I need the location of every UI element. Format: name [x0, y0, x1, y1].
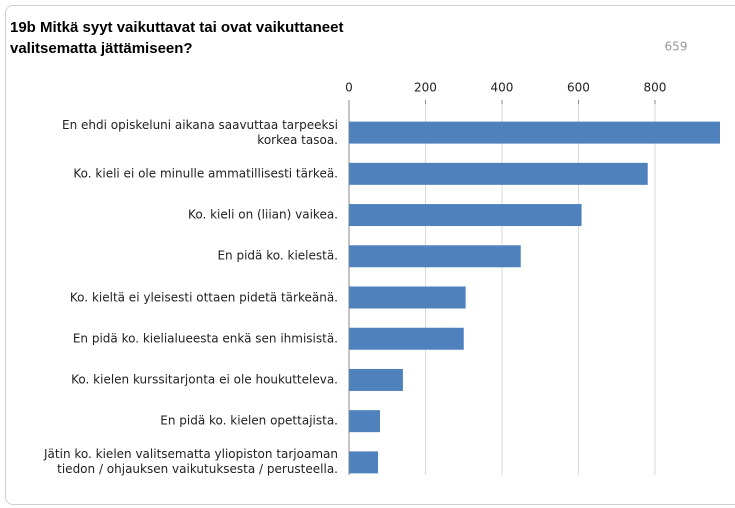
bar [349, 204, 582, 227]
y-tick-label: Ko. kielen kurssitarjonta ei ole houkutt… [71, 372, 338, 387]
y-tick-label: En pidä ko. kielen opettajista. [160, 413, 338, 428]
bar [349, 368, 403, 391]
bar [349, 327, 464, 350]
bar [349, 245, 521, 268]
y-tick-label: Jätin ko. kielen valitsematta yliopiston… [44, 447, 338, 477]
annotation: 659 [665, 40, 688, 54]
bar [349, 162, 648, 185]
x-tick-label: 800 [644, 81, 667, 95]
x-tick-label: 200 [414, 81, 437, 95]
chart-frame [5, 5, 735, 505]
y-tick-label: En ehdi opiskeluni aikana saavuttaa tarp… [62, 117, 338, 147]
x-tick-label: 0 [345, 81, 353, 95]
x-tick-label: 400 [491, 81, 514, 95]
y-tick-label: Ko. kieli on (liian) vaikea. [188, 207, 338, 222]
bar [349, 121, 720, 144]
y-tick-label: Ko. kieltä ei yleisesti ottaen pidetä tä… [69, 290, 338, 304]
y-tick-label: En pidä ko. kielestä. [217, 248, 338, 263]
y-tick-label: En pidä ko. kielialueesta enkä sen ihmis… [72, 331, 338, 346]
bar [349, 410, 380, 433]
bar [349, 451, 379, 474]
chart-title: 19b Mitkä syyt vaikuttavat tai ovat vaik… [10, 19, 344, 57]
x-tick-label: 600 [567, 81, 590, 95]
bar [349, 286, 466, 309]
y-tick-label: Ko. kieli ei ole minulle ammatillisesti … [73, 166, 338, 181]
